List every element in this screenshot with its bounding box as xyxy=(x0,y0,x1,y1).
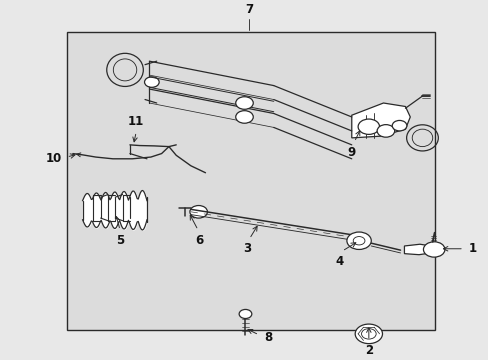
Text: 11: 11 xyxy=(128,115,144,128)
Circle shape xyxy=(376,125,394,137)
Circle shape xyxy=(239,310,251,319)
Circle shape xyxy=(235,111,253,123)
Polygon shape xyxy=(351,103,409,138)
Text: 9: 9 xyxy=(347,145,355,158)
Text: 3: 3 xyxy=(243,243,250,256)
Text: 2: 2 xyxy=(364,344,372,357)
Text: 5: 5 xyxy=(116,234,124,247)
Circle shape xyxy=(357,119,379,134)
Text: 10: 10 xyxy=(45,152,61,165)
Polygon shape xyxy=(404,244,430,255)
Circle shape xyxy=(391,121,406,131)
Circle shape xyxy=(346,232,370,249)
Text: 7: 7 xyxy=(245,3,253,16)
Text: 1: 1 xyxy=(468,242,476,255)
Text: 6: 6 xyxy=(195,234,203,247)
Text: 8: 8 xyxy=(264,331,272,344)
Circle shape xyxy=(235,97,253,109)
Circle shape xyxy=(423,242,444,257)
Circle shape xyxy=(189,206,207,218)
Bar xyxy=(66,32,434,330)
Circle shape xyxy=(144,77,159,87)
Text: 4: 4 xyxy=(335,255,343,268)
Circle shape xyxy=(354,324,382,343)
